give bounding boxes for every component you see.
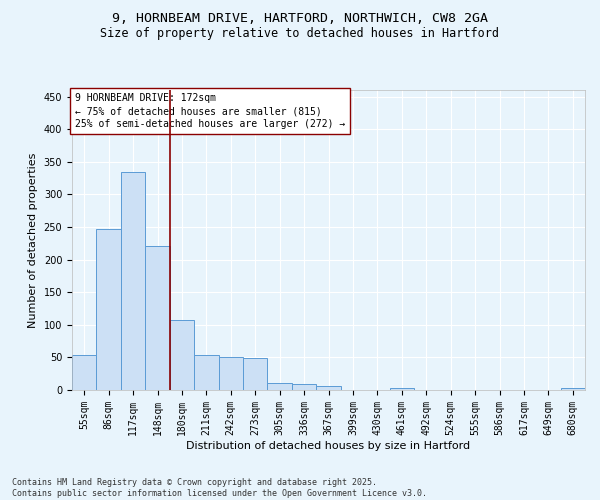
Bar [145, 246, 170, 390]
Text: Contains HM Land Registry data © Crown copyright and database right 2025.
Contai: Contains HM Land Registry data © Crown c… [12, 478, 427, 498]
X-axis label: Distribution of detached houses by size in Hartford: Distribution of detached houses by size … [187, 440, 470, 450]
Bar [218, 358, 243, 390]
Bar [243, 358, 268, 390]
Bar [121, 172, 145, 390]
Bar [97, 229, 121, 390]
Bar [170, 320, 194, 390]
Bar [389, 388, 414, 390]
Y-axis label: Number of detached properties: Number of detached properties [28, 152, 38, 328]
Text: 9 HORNBEAM DRIVE: 172sqm
← 75% of detached houses are smaller (815)
25% of semi-: 9 HORNBEAM DRIVE: 172sqm ← 75% of detach… [74, 93, 345, 130]
Bar [560, 388, 585, 390]
Bar [292, 384, 316, 390]
Bar [316, 386, 341, 390]
Text: Size of property relative to detached houses in Hartford: Size of property relative to detached ho… [101, 28, 499, 40]
Bar [268, 384, 292, 390]
Text: 9, HORNBEAM DRIVE, HARTFORD, NORTHWICH, CW8 2GA: 9, HORNBEAM DRIVE, HARTFORD, NORTHWICH, … [112, 12, 488, 26]
Bar [72, 355, 97, 390]
Bar [194, 356, 218, 390]
